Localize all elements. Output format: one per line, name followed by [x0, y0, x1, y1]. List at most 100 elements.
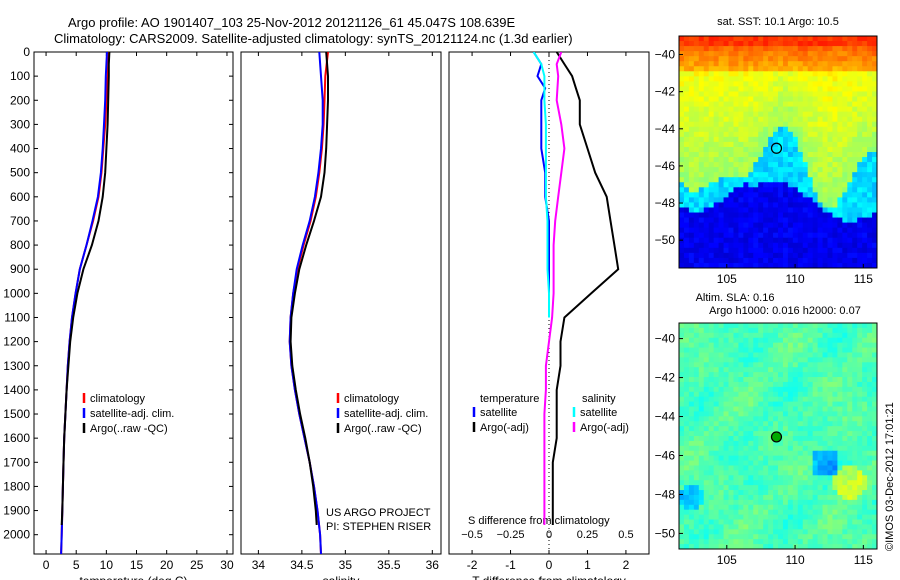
heatmap-cell — [753, 66, 759, 72]
heatmap-cell — [827, 386, 834, 393]
heatmap-cell — [679, 539, 685, 545]
heatmap-cell — [782, 242, 789, 249]
heatmap-cell — [867, 197, 873, 204]
heatmap-cell — [787, 121, 794, 128]
heatmap-cell — [758, 46, 764, 52]
heatmap-cell — [782, 337, 789, 344]
x-axis-label: T difference from climatology — [472, 574, 626, 580]
heatmap-cell — [703, 86, 710, 93]
heatmap-cell — [832, 222, 838, 229]
heatmap-cell — [797, 490, 804, 496]
heatmap-cell — [768, 362, 774, 368]
heatmap-cell — [857, 106, 863, 113]
heatmap-cell — [679, 131, 685, 138]
heatmap-cell — [842, 121, 848, 128]
heatmap-cell — [738, 499, 744, 506]
heatmap-cell — [872, 499, 877, 506]
heatmap-cell — [787, 257, 794, 264]
heatmap-cell — [718, 386, 725, 393]
heatmap-cell — [768, 401, 774, 408]
heatmap-cell — [812, 494, 819, 501]
heatmap-cell — [713, 450, 720, 457]
heatmap-cell — [758, 56, 764, 62]
heatmap-cell — [802, 342, 809, 349]
heatmap-cell — [807, 106, 814, 113]
heatmap-cell — [743, 465, 749, 471]
heatmap-cell — [723, 485, 730, 491]
heatmap-cell — [787, 242, 794, 249]
heatmap-cell — [802, 524, 809, 530]
heatmap-cell — [683, 386, 690, 393]
heatmap-cell — [812, 207, 819, 214]
heatmap-cell — [782, 207, 789, 214]
heatmap-cell — [862, 475, 868, 481]
heatmap-cell — [787, 386, 794, 393]
heatmap-cell — [782, 445, 789, 452]
heatmap-cell — [753, 455, 759, 462]
heatmap-cell — [862, 332, 868, 339]
heatmap-cell — [763, 152, 769, 158]
heatmap-cell — [847, 470, 853, 476]
heatmap-cell — [733, 202, 739, 209]
heatmap-cell — [862, 91, 868, 98]
heatmap-cell — [832, 480, 838, 486]
heatmap-cell — [827, 146, 834, 153]
heatmap-cell — [713, 494, 720, 501]
heatmap-cell — [738, 426, 744, 432]
heatmap-cell — [693, 426, 700, 432]
heatmap-cell — [792, 257, 799, 264]
heatmap-cell — [773, 192, 779, 198]
heatmap-cell — [733, 262, 739, 268]
heatmap-cell — [753, 182, 759, 188]
heatmap-cell — [768, 61, 774, 67]
heatmap-cell — [872, 529, 877, 535]
heatmap-cell — [832, 342, 838, 349]
heatmap-cell — [753, 81, 759, 88]
heatmap-cell — [708, 121, 715, 128]
heatmap-cell — [802, 504, 809, 511]
heatmap-cell — [733, 177, 739, 183]
heatmap-cell — [842, 529, 848, 535]
heatmap-cell — [733, 257, 739, 264]
heatmap-cell — [867, 337, 873, 344]
heatmap-cell — [768, 66, 774, 72]
map-frame — [678, 322, 878, 550]
heatmap-cell — [718, 519, 725, 526]
heatmap-cell — [782, 217, 789, 224]
heatmap-cell — [703, 396, 710, 403]
heatmap-cell — [728, 66, 735, 72]
heatmap-cell — [693, 529, 700, 535]
heatmap-cell — [812, 445, 819, 452]
heatmap-cell — [862, 131, 868, 138]
heatmap-cell — [778, 357, 784, 363]
heatmap-cell — [867, 46, 873, 52]
heatmap-cell — [847, 544, 853, 549]
heatmap-cell — [822, 81, 829, 88]
heatmap-cell — [748, 202, 754, 209]
heatmap-cell — [842, 539, 848, 545]
heatmap-cell — [768, 101, 774, 108]
heatmap-cell — [787, 470, 794, 476]
heatmap-cell — [797, 71, 804, 77]
heatmap-cell — [703, 421, 710, 427]
y-tick-label: 200 — [10, 93, 30, 107]
heatmap-cell — [718, 504, 725, 511]
heatmap-cell — [733, 377, 739, 383]
heatmap-cell — [733, 436, 739, 442]
heatmap-cell — [733, 116, 739, 123]
heatmap-cell — [867, 391, 873, 398]
heatmap-cell — [718, 416, 725, 422]
heatmap-cell — [773, 202, 779, 209]
heatmap-cell — [698, 111, 705, 118]
heatmap-cell — [852, 36, 858, 42]
heatmap-cell — [698, 421, 705, 427]
heatmap-cell — [688, 207, 695, 214]
heatmap-cell — [763, 157, 769, 163]
heatmap-cell — [723, 323, 730, 329]
heatmap-cell — [802, 534, 809, 540]
heatmap-cell — [703, 372, 710, 378]
heatmap-cell — [792, 172, 799, 178]
heatmap-cell — [867, 257, 873, 264]
heatmap-cell — [787, 162, 794, 168]
heatmap-cell — [698, 475, 705, 481]
